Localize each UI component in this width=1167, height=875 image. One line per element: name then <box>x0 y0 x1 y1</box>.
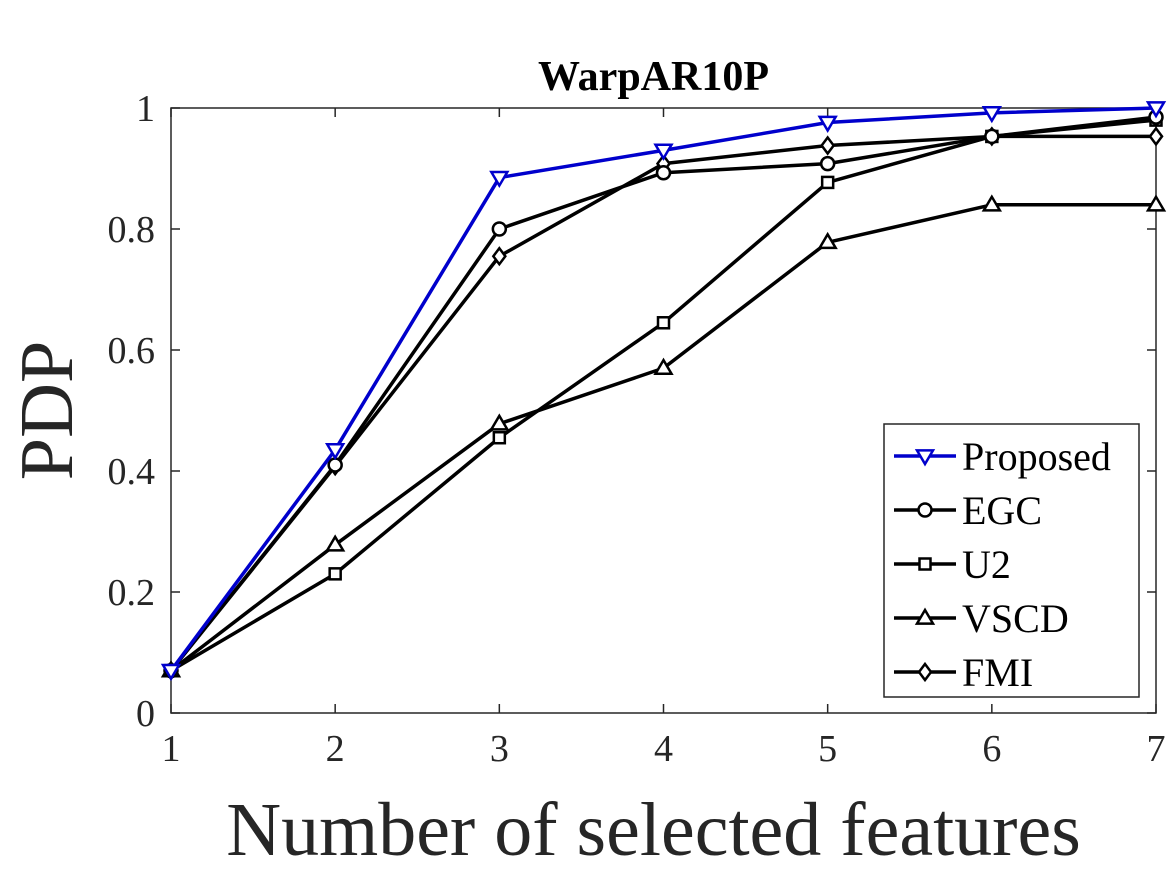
legend-marker <box>914 449 936 467</box>
legend-marker <box>917 661 933 683</box>
data-point <box>655 164 672 181</box>
legend-marker <box>917 502 933 518</box>
legend-item: EGC <box>894 488 1042 533</box>
data-point <box>491 221 508 237</box>
series-layer <box>160 101 1167 682</box>
data-point <box>1145 194 1167 212</box>
data-point <box>160 663 182 682</box>
y-axis-label: PDP <box>5 341 89 480</box>
x-tick-label: 7 <box>1147 728 1166 770</box>
series-proposed <box>160 101 1167 682</box>
x-tick-label: 6 <box>982 728 1001 770</box>
data-point <box>492 430 507 445</box>
y-tick-label: 0.6 <box>108 330 156 372</box>
legend-label: EGC <box>962 488 1042 533</box>
x-axis: 1 2 3 4 5 6 7 <box>162 108 1166 770</box>
x-tick-label: 1 <box>162 728 181 770</box>
data-point <box>981 194 1003 212</box>
y-axis: 0 0.2 0.4 0.6 0.8 1 <box>108 88 1156 735</box>
y-tick-label: 1 <box>136 88 155 130</box>
data-point <box>656 316 671 330</box>
data-point <box>1145 101 1167 119</box>
data-point <box>324 442 346 461</box>
series-vscd <box>160 194 1167 678</box>
data-point <box>817 115 838 133</box>
y-tick-label: 0.2 <box>108 572 156 614</box>
data-point <box>328 567 342 581</box>
legend-item: VSCD <box>894 596 1069 641</box>
data-point <box>653 357 674 375</box>
y-tick-label: 0 <box>136 693 155 735</box>
x-tick-label: 5 <box>818 728 837 770</box>
legend-item: Proposed <box>894 434 1111 479</box>
y-tick-label: 0.8 <box>108 209 156 251</box>
legend-label: U2 <box>962 542 1011 587</box>
x-tick-label: 4 <box>654 728 673 770</box>
data-point <box>820 135 836 156</box>
legend: Proposed EGC U2 VSCD FMI <box>883 423 1140 698</box>
legend-label: FMI <box>962 650 1033 695</box>
x-tick-label: 2 <box>326 728 345 770</box>
data-point <box>491 246 507 267</box>
chart-title: WarpAR10P <box>538 54 769 100</box>
legend-marker <box>914 607 936 625</box>
legend-marker <box>918 557 932 571</box>
data-point <box>819 155 836 172</box>
data-point <box>489 170 510 189</box>
legend-item: U2 <box>894 542 1011 587</box>
legend-label: Proposed <box>962 434 1111 479</box>
x-axis-label: Number of selected features <box>226 788 1081 872</box>
data-point <box>1148 126 1164 147</box>
data-point <box>981 105 1003 124</box>
data-point <box>984 128 1000 145</box>
data-point <box>324 534 346 552</box>
legend-label: VSCD <box>962 596 1069 641</box>
legend-item: FMI <box>894 650 1033 695</box>
data-point <box>653 143 674 161</box>
y-tick-label: 0.4 <box>108 451 156 493</box>
data-point <box>489 413 510 431</box>
data-point <box>820 175 835 190</box>
data-point <box>817 231 838 250</box>
data-point <box>327 457 343 473</box>
x-tick-label: 3 <box>490 728 509 770</box>
